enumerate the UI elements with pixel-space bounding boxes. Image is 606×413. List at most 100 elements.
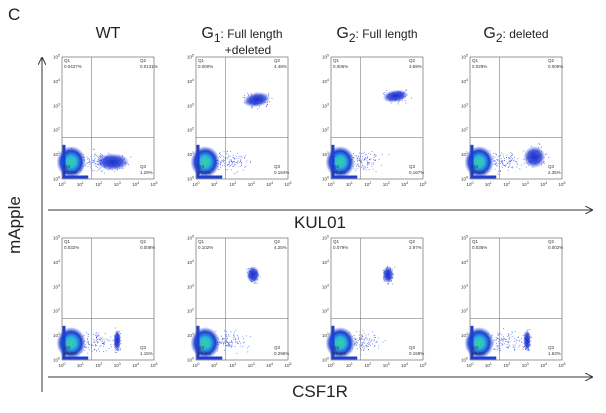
quadrant-value: 0.102% — [198, 245, 213, 250]
core-edge — [470, 175, 497, 179]
event-dot — [245, 335, 247, 337]
event-dot — [504, 338, 506, 339]
event-dot — [247, 351, 249, 353]
event-dot — [494, 163, 496, 165]
event-dot — [354, 345, 356, 347]
event-dot — [499, 347, 501, 349]
event-dot — [87, 157, 89, 159]
event-dot — [504, 165, 506, 167]
event-dot — [101, 154, 102, 156]
core-edge — [331, 175, 358, 179]
event-dot — [384, 92, 386, 93]
event-dot — [93, 170, 95, 171]
quadrant-value: 95.3% — [198, 170, 211, 175]
event-dot — [544, 154, 546, 155]
event-dot — [496, 346, 498, 348]
event-dot — [222, 156, 224, 158]
event-dot — [515, 161, 517, 163]
tick-exponent: 3 — [58, 102, 60, 106]
quadrant-value: 0.032% — [64, 245, 79, 250]
tick-exponent: 1 — [192, 332, 194, 336]
event-dot — [357, 163, 359, 165]
event-dot — [226, 153, 228, 155]
tick-exponent: 0 — [64, 181, 66, 185]
event-dot — [495, 164, 497, 165]
event-dot — [355, 342, 357, 344]
event-dot — [367, 163, 369, 165]
x-tick-label: 104 — [401, 181, 408, 187]
event-dot — [93, 338, 95, 340]
event-dot — [222, 341, 224, 343]
event-dot — [222, 338, 223, 340]
tick-base: 10 — [322, 79, 328, 84]
event-dot — [518, 340, 520, 342]
quadrant-value: 3.59% — [409, 64, 422, 69]
event-dot — [90, 156, 92, 158]
x-tick-label: 101 — [211, 181, 218, 187]
tick-base: 10 — [401, 182, 407, 187]
event-dot — [517, 158, 519, 160]
tick-base: 10 — [211, 363, 217, 368]
quadrant-name: Q4 — [64, 345, 71, 350]
quadrant-name: Q2 — [140, 239, 147, 244]
tick-exponent: 3 — [388, 362, 390, 366]
tick-base: 10 — [248, 363, 254, 368]
event-dot — [509, 344, 510, 346]
event-dot — [370, 345, 371, 347]
x-axis-label: CSF1R — [292, 382, 348, 401]
event-dot — [365, 335, 367, 337]
tick-base: 10 — [461, 152, 467, 157]
event-dot — [248, 345, 250, 347]
event-dot — [247, 268, 249, 269]
event-dot — [221, 340, 223, 342]
event-dot — [373, 163, 375, 165]
tick-exponent: 4 — [545, 181, 547, 185]
event-dot — [233, 334, 235, 335]
quadrant-value: 98.7% — [64, 170, 77, 175]
event-dot — [499, 345, 501, 347]
event-dot — [364, 158, 366, 160]
event-dot — [366, 160, 368, 162]
event-dot — [496, 344, 498, 346]
event-dot — [369, 341, 371, 343]
event-dot — [226, 345, 228, 347]
quadrant-name: Q1 — [472, 239, 479, 244]
event-dot — [493, 349, 495, 350]
event-dot — [514, 161, 516, 163]
event-dot — [374, 154, 375, 156]
event-dot — [367, 349, 369, 351]
core-edge — [470, 144, 474, 178]
event-dot — [373, 337, 375, 338]
event-dot — [493, 153, 494, 154]
x-tick-label: 105 — [285, 181, 292, 187]
event-dot — [269, 101, 271, 103]
event-dot — [359, 152, 361, 154]
event-dot — [92, 162, 94, 163]
tick-base: 10 — [540, 182, 546, 187]
x-tick-label: 104 — [266, 362, 273, 368]
event-dot — [501, 343, 503, 344]
x-tick-label: 102 — [95, 362, 102, 368]
tick-base: 10 — [95, 363, 101, 368]
tick-exponent: 0 — [327, 357, 329, 361]
event-dot — [510, 151, 512, 153]
x-tick-label: 104 — [266, 181, 273, 187]
tick-base: 10 — [322, 333, 328, 338]
event-dot — [363, 166, 365, 167]
event-dot — [108, 348, 110, 349]
y-tick-label: 100 — [53, 176, 60, 182]
event-dot — [231, 344, 233, 346]
y-tick-label: 102 — [53, 127, 60, 133]
event-dot — [499, 340, 501, 342]
event-dot — [92, 159, 93, 161]
event-dot — [220, 342, 221, 344]
event-dot — [516, 340, 518, 341]
event-dot — [93, 149, 95, 151]
event-dot — [235, 338, 237, 339]
event-dot — [493, 164, 495, 165]
population — [243, 92, 271, 108]
event-dot — [103, 172, 105, 174]
tick-exponent: 2 — [100, 181, 102, 185]
tick-base: 10 — [193, 363, 199, 368]
